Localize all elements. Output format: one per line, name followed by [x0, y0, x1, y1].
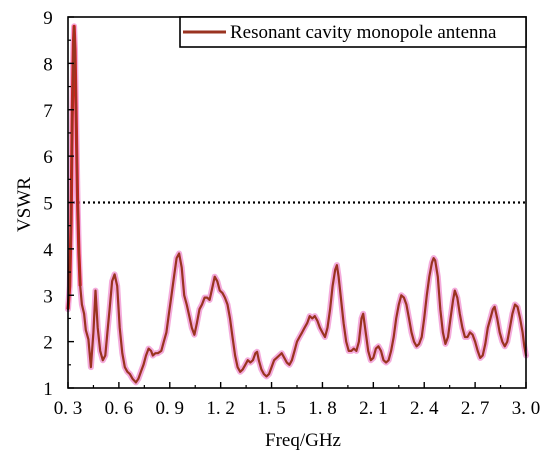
y-tick-label: 7	[43, 101, 53, 122]
plot-frame	[67, 16, 527, 389]
y-axis-label: VSWR	[14, 177, 35, 232]
x-tick-label: 3. 0	[512, 398, 541, 419]
y-tick-label: 3	[43, 286, 53, 307]
x-tick-label: 0. 9	[156, 398, 185, 419]
y-tick-label: 4	[43, 240, 53, 261]
x-tick-label: 1. 5	[257, 398, 286, 419]
series-layer	[65, 23, 529, 386]
y-axis-ticks: 1 2 3 4 5 6 7 8 9	[43, 8, 74, 400]
x-axis-label: Freq/GHz	[265, 430, 341, 451]
y-tick-label: 9	[43, 8, 53, 29]
y-tick-label: 8	[43, 54, 53, 75]
x-tick-label: 2. 1	[359, 398, 388, 419]
series-line-0	[66, 25, 528, 384]
x-tick-label: 0. 3	[54, 398, 83, 419]
x-tick-label: 1. 2	[206, 398, 235, 419]
legend-box	[179, 16, 527, 48]
x-tick-label: 0. 6	[105, 398, 134, 419]
legend-label: Resonant cavity monopole antenna	[230, 22, 497, 43]
y-tick-label: 6	[43, 147, 53, 168]
y-tick-label: 1	[43, 379, 53, 400]
y-tick-label: 5	[43, 194, 53, 215]
x-tick-label: 2. 4	[410, 398, 439, 419]
legend: Resonant cavity monopole antenna	[179, 16, 527, 48]
x-tick-label: 1. 8	[308, 398, 337, 419]
x-axis-ticks: 0. 3 0. 6 0. 9 1. 2 1. 5 1. 8 2. 1 2. 4 2. 7 3. 0	[54, 382, 541, 419]
series-glow-0	[65, 23, 529, 386]
x-tick-label: 2. 7	[461, 398, 490, 419]
y-tick-label: 2	[43, 333, 53, 354]
